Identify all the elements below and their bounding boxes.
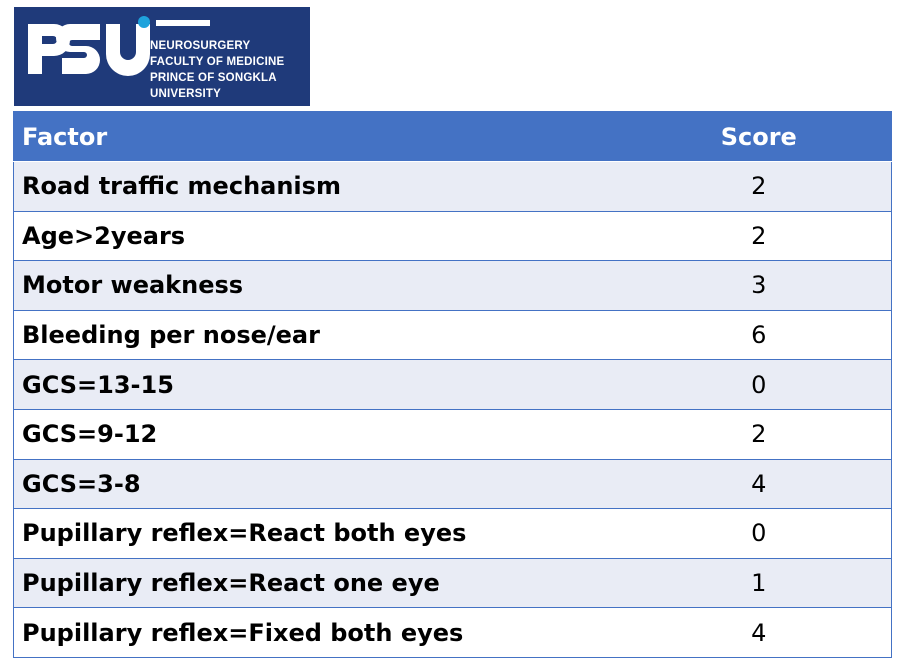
factor-cell: GCS=3-8 — [13, 458, 627, 510]
score-cell: 2 — [626, 408, 892, 460]
score-cell: 6 — [626, 309, 892, 361]
logo-line-1: NEUROSURGERY — [150, 40, 251, 52]
logo-line-3: PRINCE OF SONGKLA — [150, 72, 277, 84]
score-cell: 4 — [626, 607, 892, 658]
logo-line-4: UNIVERSITY — [150, 88, 222, 100]
table-body: Road traffic mechanism 2 Age>2years 2 Mo… — [13, 161, 892, 658]
header-row: Factor Score — [13, 111, 892, 162]
factor-cell: Motor weakness — [13, 260, 627, 311]
table-row: Pupillary reflex=Fixed both eyes 4 — [13, 607, 892, 658]
table-row: GCS=9-12 2 — [13, 408, 892, 460]
factor-cell: GCS=13-15 — [13, 359, 627, 410]
score-cell: 2 — [626, 161, 892, 212]
score-cell: 1 — [626, 557, 892, 609]
score-cell: 0 — [626, 508, 892, 559]
factor-cell: Age>2years — [13, 210, 627, 262]
score-cell: 4 — [626, 458, 892, 510]
factor-cell: Pupillary reflex=React both eyes — [13, 508, 627, 559]
table-row: Age>2years 2 — [13, 210, 892, 262]
table-row: Motor weakness 3 — [13, 260, 892, 311]
table-row: GCS=13-15 0 — [13, 359, 892, 410]
score-table: Factor Score Road traffic mechanism 2 Ag… — [13, 111, 892, 658]
table-row: GCS=3-8 4 — [13, 458, 892, 510]
factor-cell: GCS=9-12 — [13, 408, 627, 460]
table-row: Bleeding per nose/ear 6 — [13, 309, 892, 361]
logo-text: NEUROSURGERY FACULTY OF MEDICINE PRINCE … — [150, 38, 284, 102]
factor-cell: Pupillary reflex=React one eye — [13, 557, 627, 609]
table-header: Factor Score — [13, 111, 892, 162]
factor-cell: Road traffic mechanism — [13, 161, 627, 212]
psu-logo: NEUROSURGERY FACULTY OF MEDICINE PRINCE … — [14, 7, 310, 106]
score-cell: 0 — [626, 359, 892, 410]
table-row: Pupillary reflex=React one eye 1 — [13, 557, 892, 609]
logo-line-2: FACULTY OF MEDICINE — [150, 56, 285, 68]
psu-wordmark-icon — [28, 16, 210, 76]
factor-cell: Pupillary reflex=Fixed both eyes — [13, 607, 627, 658]
column-header-score: Score — [626, 111, 892, 162]
score-cell: 3 — [626, 260, 892, 311]
score-cell: 2 — [626, 210, 892, 262]
table-row: Road traffic mechanism 2 — [13, 161, 892, 212]
factor-cell: Bleeding per nose/ear — [13, 309, 627, 361]
table-row: Pupillary reflex=React both eyes 0 — [13, 508, 892, 559]
column-header-factor: Factor — [13, 111, 627, 162]
